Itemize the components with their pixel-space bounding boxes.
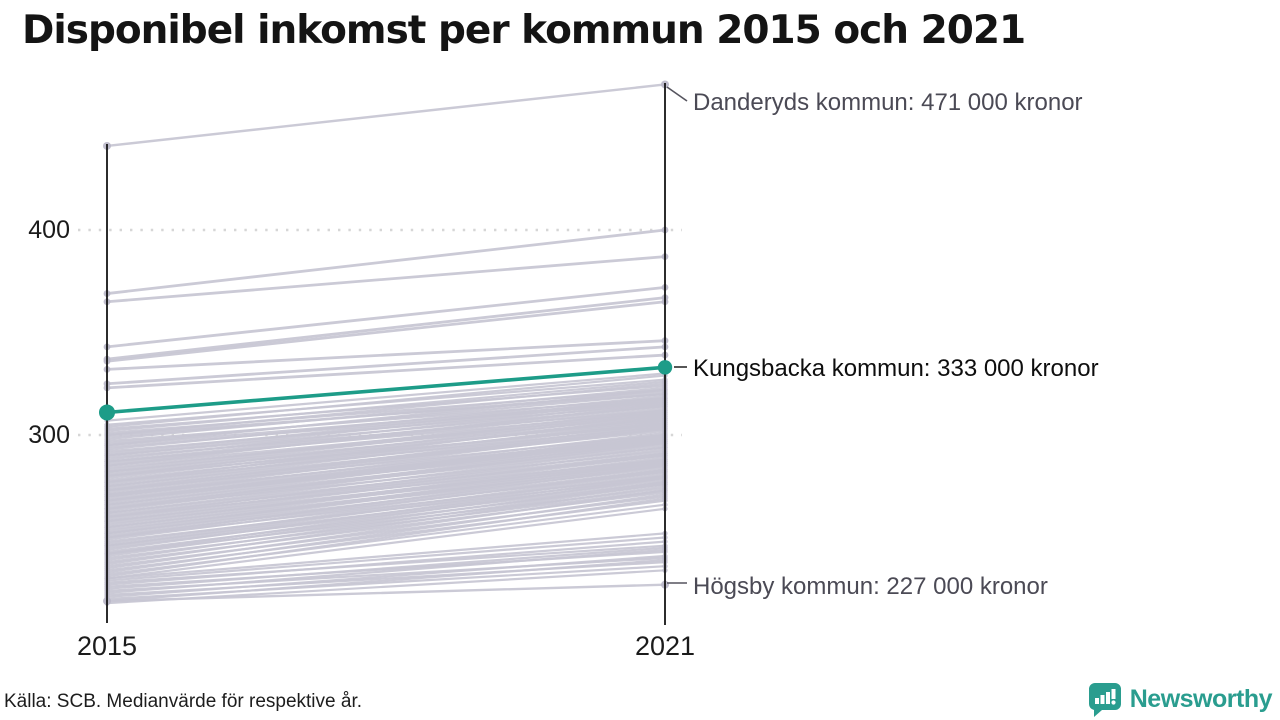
xtick-2021: 2021 <box>634 631 696 661</box>
connector-danderyd <box>666 86 688 102</box>
ytick-400: 400 <box>28 216 70 244</box>
newsworthy-branding: Newsworthy <box>1088 682 1273 717</box>
annotation-kungsbacka: Kungsbacka kommun: 333 000 kronor <box>693 355 1099 382</box>
bar-chart-speech-bubble-icon <box>1088 683 1121 717</box>
background-slope-lines <box>103 80 669 606</box>
xtick-2015: 2015 <box>76 631 138 661</box>
newsworthy-wordmark: Newsworthy <box>1129 685 1273 713</box>
annotation-danderyd: Danderyds kommun: 471 000 kronor <box>693 89 1083 116</box>
source-note: Källa: SCB. Medianvärde för respektive å… <box>4 691 363 712</box>
highlighted-slope-lines <box>99 360 673 421</box>
ytick-300: 300 <box>28 421 70 449</box>
annotation-hogsby: Högsby kommun: 227 000 kronor <box>693 573 1048 600</box>
chart-title: Disponibel inkomst per kommun 2015 och 2… <box>22 8 1026 53</box>
